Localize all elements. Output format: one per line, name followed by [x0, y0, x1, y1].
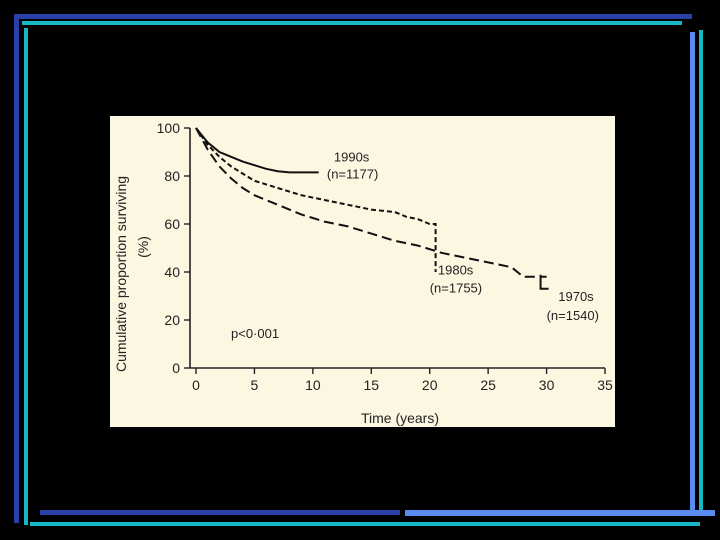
frame-top-cyan: [22, 21, 682, 25]
frame-bottom-blue-right: [405, 510, 715, 516]
y-tick-label: 100: [157, 120, 181, 136]
survival-chart: 0 5 10 15 20 25 30 35 0 20 40 60 80 100 1990s (n=1177)…: [110, 116, 615, 427]
y-tick-label: 60: [164, 216, 180, 232]
y-axis-label: Cumulative proportion surviving: [113, 176, 129, 372]
series-line-1970s: [196, 128, 547, 277]
series-label-1990s: 1990s: [334, 150, 370, 165]
frame-right-blue: [690, 32, 695, 512]
series-n-label-1970s: (n=1540): [547, 308, 599, 323]
x-tick-label: 15: [363, 377, 379, 393]
x-tick-label: 5: [251, 377, 259, 393]
series-line-1990s: [196, 128, 319, 172]
frame-right-cyan: [699, 30, 703, 510]
y-tick-label: 20: [164, 312, 180, 328]
series-n-label-1980s: (n=1755): [430, 280, 482, 295]
y-tick-label: 80: [164, 168, 180, 184]
x-tick-label: 10: [305, 377, 321, 393]
chart-svg: 0 5 10 15 20 25 30 35 0 20 40 60 80 100 1990s(n=1177)…: [110, 116, 615, 427]
frame-bottom-cyan: [30, 522, 700, 526]
frame-top-blue: [14, 14, 692, 19]
frame-bottom-blue-left: [40, 510, 400, 515]
x-axis-label: Time (years): [361, 410, 439, 426]
series-layer: [196, 128, 547, 277]
x-tick-label: 25: [480, 377, 496, 393]
x-tick-label: 30: [539, 377, 555, 393]
y-tick-label: 0: [172, 360, 180, 376]
labels-layer: 1990s(n=1177) 1980s (n=1755) 1970s (n=1540): [327, 150, 599, 323]
x-tick-label: 0: [192, 377, 200, 393]
frame-left-cyan: [24, 28, 28, 525]
series-line-1980s: [196, 128, 436, 272]
series-label-1980s: 1980s: [438, 262, 474, 277]
frame-left-blue: [14, 18, 19, 523]
y-axis-unit: (%): [135, 236, 151, 258]
series-n-label-1990s: (n=1177): [327, 166, 378, 181]
series-label-1970s: 1970s: [558, 289, 594, 304]
x-tick-label: 35: [597, 377, 613, 393]
x-tick-label: 20: [422, 377, 438, 393]
p-value-annotation: p<0·001: [231, 326, 279, 341]
y-tick-label: 40: [164, 264, 180, 280]
